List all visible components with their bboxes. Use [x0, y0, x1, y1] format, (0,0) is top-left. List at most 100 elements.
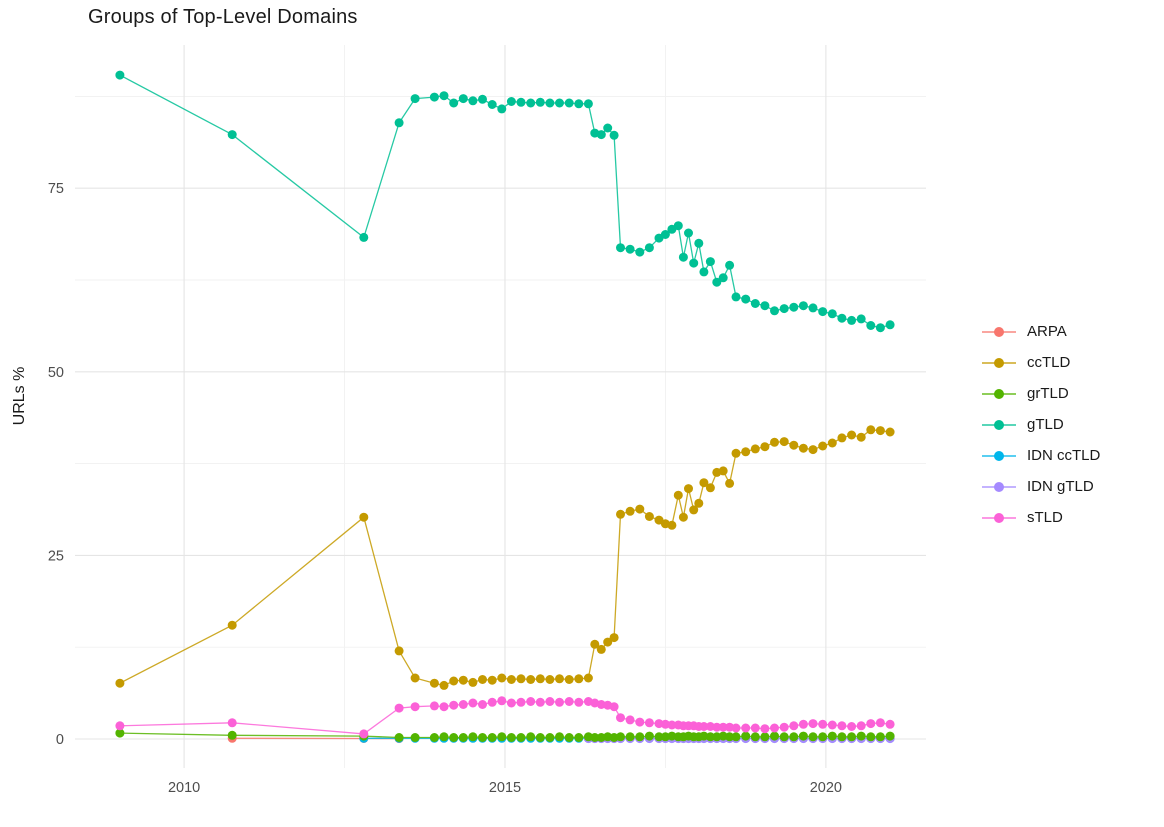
- data-point: [718, 273, 728, 283]
- data-point: [808, 719, 818, 729]
- data-point: [875, 426, 885, 436]
- data-point: [115, 70, 125, 80]
- data-point: [689, 505, 699, 515]
- data-point: [684, 484, 693, 494]
- data-point: [875, 323, 885, 333]
- legend-item-idn-cctld: IDN ccTLD: [982, 440, 1100, 471]
- data-point: [789, 302, 799, 312]
- data-point: [712, 722, 722, 732]
- data-point: [779, 304, 789, 314]
- legend-label: IDN gTLD: [1027, 478, 1094, 495]
- data-point: [429, 92, 439, 102]
- data-point: [770, 723, 779, 733]
- data-point: [429, 678, 439, 688]
- data-point: [847, 732, 857, 742]
- data-point: [678, 512, 688, 522]
- data-point: [625, 244, 635, 254]
- data-point: [725, 478, 735, 488]
- data-point: [644, 731, 654, 741]
- data-point: [760, 732, 770, 742]
- data-point: [760, 724, 770, 734]
- data-point: [798, 731, 808, 741]
- data-point: [741, 731, 751, 741]
- data-point: [574, 674, 584, 684]
- data-point: [574, 697, 584, 707]
- legend-label: ARPA: [1027, 323, 1067, 340]
- data-point: [535, 97, 545, 107]
- y-tick-label: 0: [56, 732, 64, 748]
- legend-label: sTLD: [1027, 509, 1063, 526]
- data-point: [516, 674, 526, 684]
- data-point: [449, 98, 459, 108]
- data-point: [468, 698, 478, 708]
- data-point: [535, 674, 545, 684]
- data-point: [750, 723, 760, 733]
- data-point: [526, 697, 536, 706]
- data-point: [516, 733, 526, 742]
- data-point: [516, 697, 526, 707]
- data-point: [439, 91, 449, 101]
- data-point: [478, 675, 487, 684]
- data-point: [808, 303, 818, 313]
- data-point: [875, 732, 885, 742]
- data-point: [847, 430, 857, 440]
- legend-marker-icon: [982, 326, 1016, 338]
- data-point: [837, 313, 847, 323]
- data-point: [359, 512, 369, 522]
- data-point: [115, 728, 125, 738]
- data-point: [609, 702, 619, 712]
- data-point: [770, 731, 779, 741]
- data-point: [564, 675, 574, 684]
- data-point: [856, 721, 866, 731]
- data-point: [410, 733, 420, 742]
- legend-marker-icon: [982, 450, 1016, 462]
- legend-marker-icon: [982, 512, 1016, 524]
- data-point: [808, 445, 818, 455]
- data-point: [506, 733, 516, 742]
- data-point: [689, 258, 699, 268]
- data-point: [705, 257, 715, 267]
- data-point: [644, 512, 654, 521]
- data-point: [684, 228, 693, 238]
- data-point: [699, 722, 709, 731]
- data-point: [487, 697, 497, 707]
- series-stld: [115, 696, 895, 739]
- data-point: [725, 260, 735, 270]
- legend-marker-icon: [982, 419, 1016, 431]
- data-point: [394, 733, 404, 742]
- data-point: [660, 732, 670, 742]
- data-point: [574, 733, 584, 742]
- data-point: [410, 702, 420, 712]
- data-point: [458, 733, 468, 742]
- data-point: [718, 466, 728, 476]
- data-point: [458, 700, 468, 709]
- data-point: [616, 509, 625, 519]
- data-point: [394, 646, 404, 656]
- data-point: [827, 731, 837, 741]
- data-point: [678, 252, 688, 262]
- y-tick-label: 50: [48, 365, 64, 381]
- data-point: [227, 718, 237, 728]
- legend-marker-icon: [982, 481, 1016, 493]
- data-point: [667, 520, 677, 530]
- data-point: [555, 674, 564, 684]
- legend-label: grTLD: [1027, 385, 1069, 402]
- data-point: [808, 732, 818, 742]
- data-point: [866, 425, 876, 435]
- gridlines-major: [75, 45, 926, 768]
- data-point: [856, 432, 866, 442]
- data-point: [497, 732, 507, 742]
- data-point: [596, 644, 606, 654]
- data-point: [468, 732, 478, 742]
- data-point: [750, 299, 760, 308]
- data-point: [497, 104, 507, 114]
- data-point: [616, 732, 625, 742]
- data-point: [590, 639, 600, 649]
- x-tick-label: 2020: [810, 780, 842, 796]
- data-point: [410, 94, 420, 104]
- data-point: [750, 444, 760, 454]
- data-point: [625, 506, 635, 516]
- data-point: [635, 717, 645, 727]
- data-point: [644, 243, 654, 253]
- data-point: [725, 732, 735, 742]
